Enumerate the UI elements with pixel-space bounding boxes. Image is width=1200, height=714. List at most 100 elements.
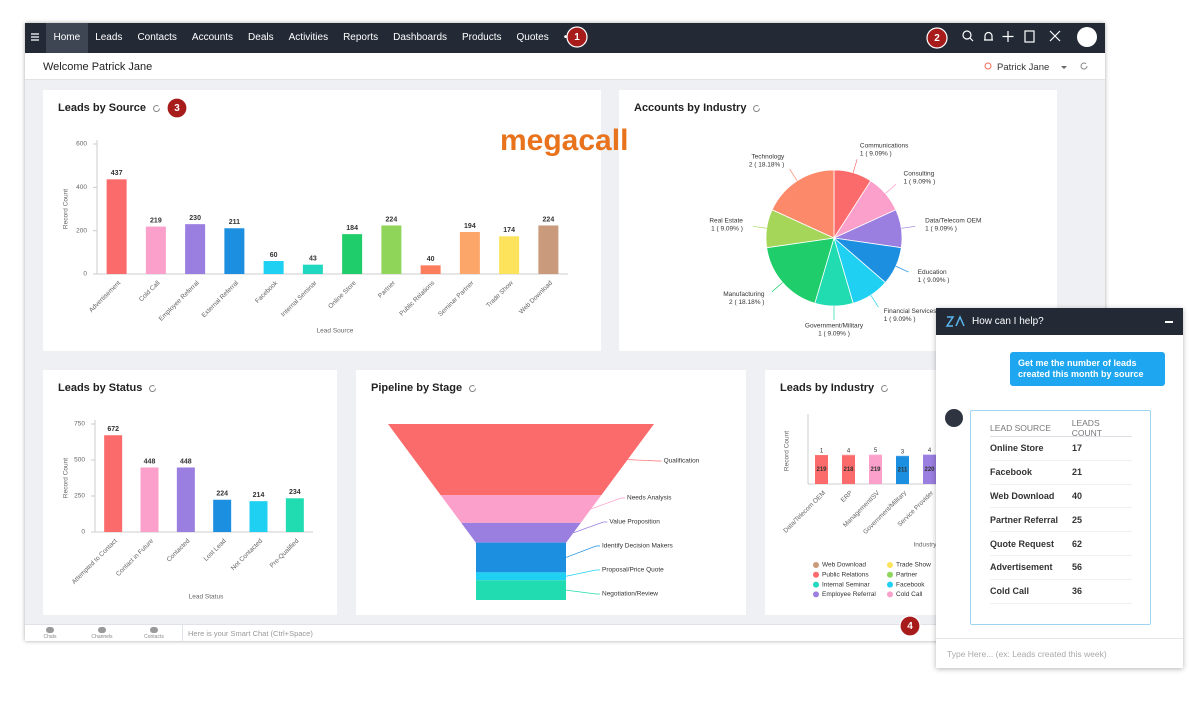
data-label: 4 xyxy=(847,448,851,454)
tab-icon[interactable] xyxy=(150,627,158,633)
refresh-icon[interactable] xyxy=(880,384,889,393)
table-cell: 40 xyxy=(1072,490,1083,501)
data-label: 219 xyxy=(816,467,827,473)
x-tick-label: Attempted to Contact xyxy=(71,538,119,586)
slice-value: 1 ( 9.09% ) xyxy=(925,226,957,233)
tab-icon[interactable] xyxy=(46,627,54,633)
x-tick-label: Advertisement xyxy=(88,280,122,314)
data-label: 1 xyxy=(820,449,824,455)
slice-label: Technology xyxy=(751,153,785,160)
x-tick-label: ERP xyxy=(840,490,854,504)
dropdown-icon[interactable] xyxy=(1061,66,1067,69)
x-tick-label: Employee Referral xyxy=(158,279,201,322)
nav-item[interactable]: Home xyxy=(46,23,88,53)
slice-label: Financial Services xyxy=(884,308,937,315)
refresh-icon[interactable] xyxy=(752,104,761,113)
legend-swatch xyxy=(813,581,819,588)
funnel-segment xyxy=(476,572,566,581)
legend-label: Public Relations xyxy=(822,572,869,579)
menu-icon[interactable] xyxy=(31,33,39,41)
slice-value: 1 ( 9.09% ) xyxy=(884,316,916,323)
tab-label[interactable]: Chats xyxy=(43,634,57,640)
table-cell: 25 xyxy=(1072,514,1083,525)
slice-value: 2 ( 18.18% ) xyxy=(729,299,764,306)
y-axis-title: Record Count xyxy=(63,189,70,229)
bar xyxy=(249,501,268,532)
chat-input[interactable]: Type Here... (ex: Leads created this wee… xyxy=(936,638,1183,668)
tab-icon[interactable] xyxy=(98,627,106,633)
table-row: Web Download 40 xyxy=(990,485,1132,509)
header-cell: LEAD SOURCE xyxy=(990,423,1051,433)
y-axis-title: Record Count xyxy=(784,431,791,471)
leader-line xyxy=(885,184,897,194)
table-cell: Web Download xyxy=(990,490,1055,501)
slice-label: Education xyxy=(918,269,947,276)
legend-label: Employee Referral xyxy=(822,591,876,598)
chat-panel: How can I help? Get me the number of lea… xyxy=(936,308,1183,668)
data-label: 219 xyxy=(150,217,162,224)
leader-line xyxy=(565,589,600,595)
bar xyxy=(381,225,402,274)
calendar-icon[interactable] xyxy=(1024,30,1035,43)
refresh-icon[interactable] xyxy=(1080,62,1088,70)
nav-item[interactable]: Activities xyxy=(288,32,329,43)
bar xyxy=(499,236,520,274)
leader-line xyxy=(771,282,783,292)
nav-item[interactable]: Accounts xyxy=(191,32,234,43)
user-menu[interactable]: Patrick Jane xyxy=(997,62,1050,73)
data-label: 211 xyxy=(898,468,908,474)
user-message: Get me the number of leads created this … xyxy=(1010,352,1165,386)
bar xyxy=(923,454,936,484)
zia-logo xyxy=(945,315,965,327)
nav-item[interactable]: Leads xyxy=(95,32,123,43)
bell-icon[interactable] xyxy=(984,31,993,41)
tab-label[interactable]: Contacts xyxy=(144,634,164,640)
leader-line xyxy=(565,569,600,577)
header-cell: LEADS COUNT xyxy=(1071,418,1102,438)
bar xyxy=(145,226,166,274)
data-label: 218 xyxy=(843,467,854,473)
bar xyxy=(869,455,882,484)
avatar[interactable] xyxy=(1077,27,1097,47)
add-icon[interactable] xyxy=(1002,31,1014,42)
stage-label: Qualification xyxy=(664,458,700,465)
nav-item[interactable]: Quotes xyxy=(516,32,549,43)
data-label: 40 xyxy=(427,256,435,263)
bar xyxy=(106,179,127,274)
y-tick-label: 200 xyxy=(76,227,87,234)
nav-item[interactable]: Dashboards xyxy=(393,32,448,43)
minimize-button[interactable] xyxy=(1165,321,1173,323)
bar xyxy=(140,467,159,532)
x-axis-title: Lead Source xyxy=(317,328,354,335)
x-axis-title: Lead Status xyxy=(189,594,224,601)
callout-badge xyxy=(926,27,948,49)
slice-label: Government/Military xyxy=(805,323,864,330)
slice-value: 1 ( 9.09% ) xyxy=(711,226,743,233)
tools-icon[interactable] xyxy=(1049,30,1061,42)
refresh-icon[interactable] xyxy=(148,384,157,393)
smart-chat-input[interactable]: Here is your Smart Chat (Ctrl+Space) xyxy=(188,629,313,638)
data-label: 224 xyxy=(543,216,555,223)
tab-label[interactable]: Channels xyxy=(91,634,113,640)
legend-swatch xyxy=(813,571,819,578)
refresh-icon[interactable] xyxy=(152,104,161,113)
nav-item[interactable]: Reports xyxy=(343,32,379,43)
leader-line xyxy=(573,521,608,534)
legend-swatch xyxy=(887,571,893,578)
bar xyxy=(538,225,559,274)
legend-swatch xyxy=(887,591,893,598)
table-row: Online Store 17 xyxy=(990,437,1132,461)
x-tick-label: Web Download xyxy=(518,279,554,315)
nav-item[interactable]: Products xyxy=(462,32,502,43)
refresh-icon[interactable] xyxy=(468,384,477,393)
nav-item[interactable]: Contacts xyxy=(137,32,177,43)
search-icon[interactable] xyxy=(962,30,972,40)
bar-segment xyxy=(923,454,936,455)
legend-label: Web Download xyxy=(822,562,866,569)
legend-swatch xyxy=(813,562,819,568)
data-label: 224 xyxy=(216,491,228,498)
leader-line xyxy=(895,265,909,273)
nav-item[interactable]: Deals xyxy=(248,32,274,43)
table-cell: 17 xyxy=(1072,443,1083,454)
